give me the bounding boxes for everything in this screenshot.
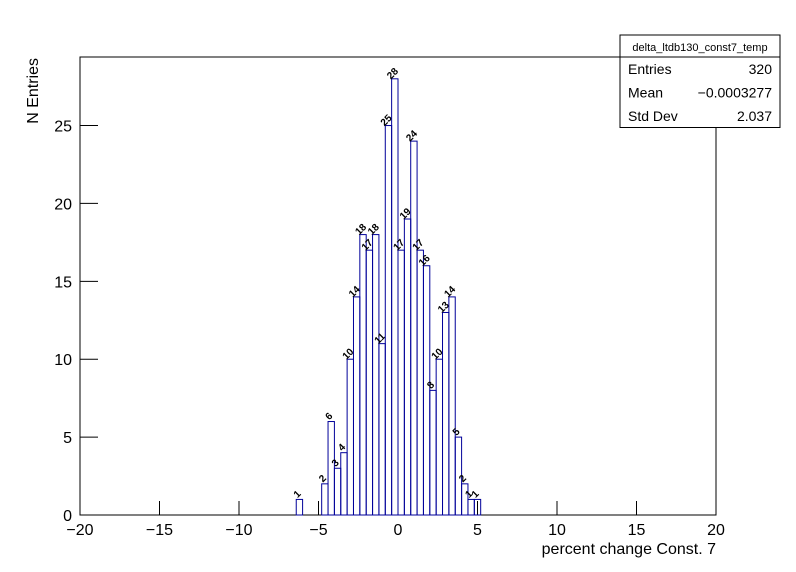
y-tick-label: 10 <box>54 352 72 369</box>
stats-title: delta_ltdb130_const7_temp <box>632 42 767 54</box>
y-tick-label: 15 <box>54 274 72 291</box>
x-axis-label: percent change Const. 7 <box>542 541 716 558</box>
x-tick-label: 10 <box>548 522 566 539</box>
y-tick-label: 5 <box>63 430 72 447</box>
x-tick-label: 0 <box>394 522 403 539</box>
x-tick-label: 5 <box>473 522 482 539</box>
x-tick-label: −5 <box>309 522 327 539</box>
stats-key: Mean <box>628 84 663 100</box>
y-axis-label: N Entries <box>25 58 42 124</box>
stats-key: Std Dev <box>628 108 678 124</box>
stats-box <box>619 34 781 128</box>
stats-value: 320 <box>749 61 773 77</box>
x-tick-label: −20 <box>66 522 93 539</box>
y-tick-label: 20 <box>54 196 72 213</box>
x-tick-label: 15 <box>628 522 646 539</box>
y-tick-label: 25 <box>54 119 72 136</box>
bar <box>473 498 482 516</box>
stats-key: Entries <box>628 61 672 77</box>
bar <box>448 296 456 516</box>
y-tick-label: 0 <box>63 508 72 525</box>
x-tick-label: −15 <box>146 522 173 539</box>
stats-value: −0.0003277 <box>698 84 773 100</box>
bar <box>295 498 304 516</box>
stats-value: 2.037 <box>737 108 772 124</box>
x-tick-label: 20 <box>707 522 725 539</box>
bar <box>454 436 463 516</box>
x-tick-label: −10 <box>225 522 252 539</box>
